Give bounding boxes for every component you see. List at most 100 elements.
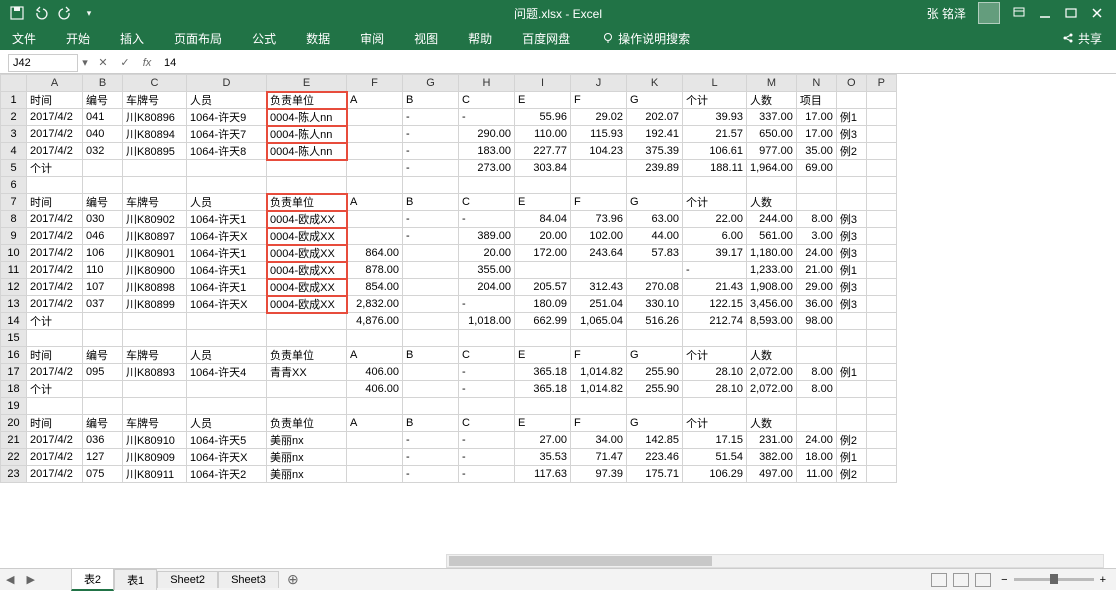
cell[interactable] [836, 415, 866, 432]
cell[interactable]: 0004-陈人nn [267, 143, 347, 160]
cell[interactable] [796, 330, 836, 347]
cell[interactable]: - [403, 160, 459, 177]
cell[interactable] [267, 160, 347, 177]
cell[interactable]: 时间 [27, 92, 83, 109]
row-header[interactable]: 21 [1, 432, 27, 449]
cell[interactable]: 251.04 [571, 296, 627, 313]
cell[interactable] [866, 245, 896, 262]
cell[interactable]: 川K80900 [123, 262, 187, 279]
cell[interactable] [866, 330, 896, 347]
ribbon-tab[interactable]: 文件 [8, 28, 40, 49]
ribbon-options-icon[interactable] [1012, 6, 1026, 20]
cell[interactable]: 人数 [747, 92, 797, 109]
cell[interactable]: 川K80898 [123, 279, 187, 296]
cell[interactable]: 11.00 [796, 466, 836, 483]
row-header[interactable]: 14 [1, 313, 27, 330]
column-header[interactable]: N [796, 75, 836, 92]
cell[interactable]: 0004-欧成XX [267, 245, 347, 262]
cell[interactable] [403, 279, 459, 296]
cell[interactable] [347, 126, 403, 143]
cell[interactable]: 例2 [836, 143, 866, 160]
cell[interactable]: 20.00 [459, 245, 515, 262]
cell[interactable]: C [459, 347, 515, 364]
cell[interactable]: 时间 [27, 415, 83, 432]
cell[interactable]: 8.00 [796, 364, 836, 381]
cell[interactable]: 382.00 [747, 449, 797, 466]
cell[interactable]: 270.08 [627, 279, 683, 296]
name-box-dropdown-icon[interactable]: ▾ [78, 56, 92, 69]
cell[interactable] [403, 296, 459, 313]
cell[interactable] [403, 398, 459, 415]
row-header[interactable]: 12 [1, 279, 27, 296]
ribbon-tab[interactable]: 百度网盘 [518, 28, 574, 49]
sheet-tab[interactable]: 表1 [114, 569, 157, 590]
row-header[interactable]: 19 [1, 398, 27, 415]
cell[interactable] [796, 194, 836, 211]
cell[interactable]: 3.00 [796, 228, 836, 245]
cell[interactable] [187, 381, 267, 398]
cell[interactable] [459, 330, 515, 347]
cell[interactable] [866, 177, 896, 194]
cancel-icon[interactable]: ✕ [92, 56, 114, 69]
cell[interactable]: 川K80911 [123, 466, 187, 483]
cell[interactable] [571, 330, 627, 347]
cell[interactable]: 川K80897 [123, 228, 187, 245]
cell[interactable]: 8,593.00 [747, 313, 797, 330]
column-header[interactable]: B [83, 75, 123, 92]
cell[interactable]: 69.00 [796, 160, 836, 177]
cell[interactable]: 个计 [27, 313, 83, 330]
cell[interactable]: 20.00 [515, 228, 571, 245]
cell[interactable] [83, 160, 123, 177]
sheet-tab-active[interactable]: 表2 [71, 568, 114, 591]
cell[interactable]: 2017/4/2 [27, 245, 83, 262]
cell[interactable]: 例1 [836, 364, 866, 381]
cell[interactable]: 18.00 [796, 449, 836, 466]
cell[interactable] [123, 313, 187, 330]
cell[interactable]: A [347, 92, 403, 109]
cell[interactable]: 44.00 [627, 228, 683, 245]
cell[interactable]: 1064-许天5 [187, 432, 267, 449]
cell[interactable] [836, 194, 866, 211]
row-header[interactable]: 16 [1, 347, 27, 364]
cell[interactable]: 负责单位 [267, 347, 347, 364]
cell[interactable]: 21.43 [683, 279, 747, 296]
cell[interactable]: 273.00 [459, 160, 515, 177]
cell[interactable]: 106 [83, 245, 123, 262]
cell[interactable] [836, 313, 866, 330]
cell[interactable]: 川K80909 [123, 449, 187, 466]
cell[interactable] [515, 262, 571, 279]
ribbon-tab[interactable]: 插入 [116, 28, 148, 49]
cell[interactable]: 28.10 [683, 364, 747, 381]
cell[interactable] [347, 211, 403, 228]
cell[interactable]: 例3 [836, 211, 866, 228]
row-header[interactable]: 11 [1, 262, 27, 279]
cell[interactable] [571, 262, 627, 279]
cell[interactable]: 046 [83, 228, 123, 245]
cell[interactable]: 21.57 [683, 126, 747, 143]
cell[interactable]: 030 [83, 211, 123, 228]
cell[interactable]: 231.00 [747, 432, 797, 449]
fx-icon[interactable]: fx [136, 57, 158, 69]
cell[interactable]: G [627, 347, 683, 364]
cell[interactable] [403, 330, 459, 347]
cell[interactable]: - [403, 143, 459, 160]
cell[interactable] [866, 347, 896, 364]
cell[interactable] [796, 177, 836, 194]
cell[interactable]: - [459, 364, 515, 381]
ribbon-tab[interactable]: 帮助 [464, 28, 496, 49]
cell[interactable]: 0004-欧成XX [267, 228, 347, 245]
row-header[interactable]: 20 [1, 415, 27, 432]
cell[interactable]: 2017/4/2 [27, 449, 83, 466]
cell[interactable]: 时间 [27, 194, 83, 211]
cell[interactable]: 川K80893 [123, 364, 187, 381]
cell[interactable]: E [515, 347, 571, 364]
cell[interactable] [27, 398, 83, 415]
cell[interactable]: 车牌号 [123, 347, 187, 364]
cell[interactable]: 车牌号 [123, 415, 187, 432]
cell[interactable]: 例2 [836, 432, 866, 449]
cell[interactable]: 项目 [796, 92, 836, 109]
cell[interactable] [866, 109, 896, 126]
cell[interactable] [866, 228, 896, 245]
cell[interactable] [836, 330, 866, 347]
sheet-tab[interactable]: Sheet2 [157, 571, 218, 588]
